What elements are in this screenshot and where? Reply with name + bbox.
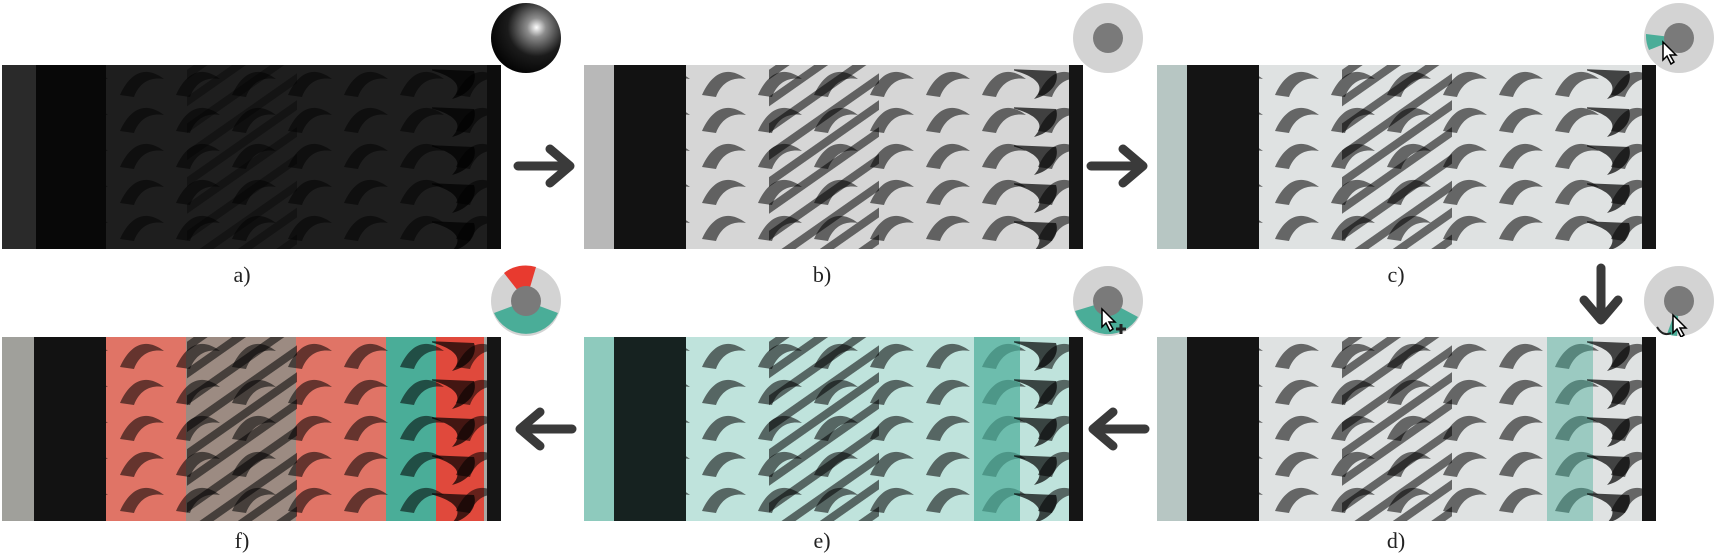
arrow-left-icon	[1085, 406, 1151, 457]
panel-c-image	[1157, 65, 1656, 249]
caption-b: b)	[812, 262, 832, 287]
color-ring-widget-two-colors	[490, 265, 562, 342]
panel-f-image	[2, 337, 501, 521]
rotate-arrow-icon	[1656, 326, 1672, 336]
arrow-right-icon	[1085, 143, 1151, 194]
caption-d: d)	[1386, 528, 1406, 553]
cursor-icon	[1672, 313, 1688, 339]
caption-f: f)	[234, 528, 250, 553]
shaded-sphere-icon	[490, 2, 562, 79]
caption-e: e)	[813, 528, 831, 553]
cursor-icon	[1662, 40, 1678, 66]
arrow-down-icon	[1578, 262, 1624, 333]
arrow-right-icon	[512, 143, 578, 194]
panel-e-image	[584, 337, 1083, 521]
panel-d-image	[1157, 337, 1656, 521]
arrow-left-icon	[512, 406, 578, 457]
color-ring-widget-add	[1072, 265, 1144, 342]
panel-b-image	[584, 65, 1083, 249]
caption-a: a)	[233, 262, 251, 287]
plus-icon	[1116, 324, 1126, 334]
color-ring-widget-empty	[1072, 2, 1144, 79]
color-ring-widget-select	[1643, 2, 1715, 79]
color-ring-widget-rotate	[1643, 265, 1715, 342]
caption-c: c)	[1387, 262, 1405, 287]
cursor-icon	[1101, 307, 1117, 333]
panel-a-image	[2, 65, 501, 249]
